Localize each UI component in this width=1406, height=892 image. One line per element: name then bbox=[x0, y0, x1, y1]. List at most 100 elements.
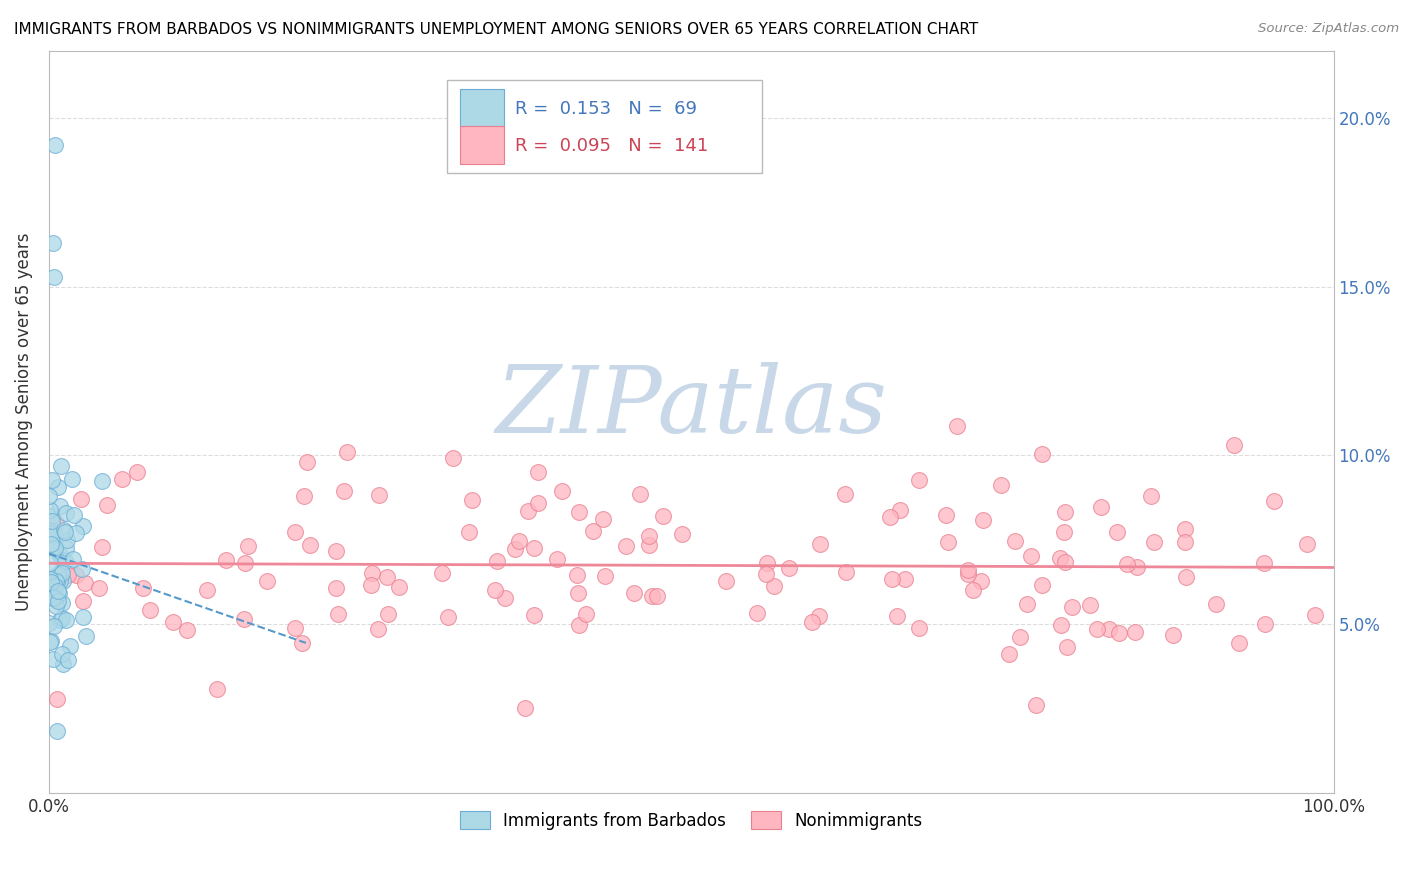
Point bbox=[49, 459, 72, 474]
Point bbox=[39, 634, 62, 648]
Point bbox=[46, 584, 69, 599]
Point bbox=[232, 612, 254, 626]
Point bbox=[508, 534, 530, 549]
Point bbox=[1053, 505, 1076, 519]
Point bbox=[461, 492, 484, 507]
Point bbox=[42, 591, 65, 605]
Point bbox=[527, 496, 550, 510]
Point bbox=[38, 615, 60, 630]
Point bbox=[1174, 570, 1197, 584]
Point bbox=[652, 508, 675, 523]
Point bbox=[62, 552, 84, 566]
Text: ZIPatlas: ZIPatlas bbox=[495, 362, 887, 452]
Point bbox=[284, 525, 307, 540]
Point bbox=[292, 489, 315, 503]
Point bbox=[42, 269, 65, 284]
Point bbox=[44, 541, 66, 555]
Point bbox=[65, 526, 87, 541]
Point bbox=[935, 508, 957, 522]
Point bbox=[39, 525, 62, 540]
Point bbox=[430, 566, 453, 580]
Point bbox=[458, 525, 481, 540]
Point bbox=[176, 623, 198, 637]
Point bbox=[41, 515, 63, 529]
Point bbox=[889, 503, 911, 517]
Y-axis label: Unemployment Among Seniors over 65 years: Unemployment Among Seniors over 65 years bbox=[15, 233, 32, 611]
Point bbox=[997, 647, 1019, 661]
Point bbox=[671, 526, 693, 541]
Point bbox=[41, 509, 63, 524]
Point bbox=[1253, 556, 1275, 570]
Point bbox=[65, 568, 87, 582]
Point bbox=[1263, 493, 1285, 508]
Point bbox=[328, 607, 350, 622]
Point bbox=[1031, 577, 1053, 591]
Point bbox=[110, 472, 132, 486]
Point bbox=[1174, 535, 1197, 549]
Point bbox=[60, 472, 83, 486]
Point bbox=[377, 607, 399, 621]
Point bbox=[970, 574, 993, 588]
Point bbox=[1098, 622, 1121, 636]
Point bbox=[49, 499, 72, 513]
Point bbox=[48, 548, 70, 562]
Point bbox=[46, 567, 69, 582]
Point bbox=[551, 484, 574, 499]
Point bbox=[367, 488, 389, 502]
Point bbox=[484, 583, 506, 598]
Point bbox=[52, 657, 75, 671]
Point bbox=[375, 570, 398, 584]
Point bbox=[51, 596, 73, 610]
Point bbox=[52, 574, 75, 589]
Point bbox=[39, 537, 62, 551]
Point bbox=[46, 593, 69, 607]
Point bbox=[51, 647, 73, 661]
Point bbox=[51, 566, 73, 580]
Point bbox=[42, 235, 65, 250]
Point bbox=[55, 506, 77, 520]
Point bbox=[48, 585, 70, 599]
Point bbox=[233, 556, 256, 570]
Point bbox=[575, 607, 598, 622]
Point bbox=[44, 138, 66, 153]
Point bbox=[437, 610, 460, 624]
Point bbox=[87, 581, 110, 595]
Point bbox=[1296, 537, 1319, 551]
Point bbox=[1143, 534, 1166, 549]
Point bbox=[205, 681, 228, 696]
Point bbox=[49, 574, 72, 588]
Point bbox=[1205, 597, 1227, 611]
Point bbox=[1078, 599, 1101, 613]
Point bbox=[236, 539, 259, 553]
Point bbox=[503, 541, 526, 556]
Point bbox=[138, 603, 160, 617]
Point bbox=[755, 567, 778, 582]
Point bbox=[623, 586, 645, 600]
Point bbox=[1303, 607, 1326, 622]
Point bbox=[91, 541, 114, 555]
Point bbox=[582, 524, 605, 538]
Point bbox=[1062, 600, 1084, 615]
Point bbox=[55, 613, 77, 627]
Point bbox=[45, 691, 67, 706]
Point bbox=[808, 536, 831, 550]
Point bbox=[45, 575, 67, 590]
Point bbox=[59, 639, 82, 653]
Point bbox=[72, 562, 94, 576]
Point bbox=[45, 591, 67, 606]
Point bbox=[55, 524, 77, 539]
Point bbox=[800, 615, 823, 630]
Point bbox=[523, 541, 546, 555]
Point bbox=[1227, 636, 1250, 650]
Point bbox=[72, 610, 94, 624]
Point bbox=[714, 574, 737, 588]
Point bbox=[546, 551, 568, 566]
Point bbox=[567, 585, 589, 599]
Point bbox=[55, 541, 77, 555]
Point bbox=[1056, 640, 1078, 655]
Point bbox=[336, 445, 359, 459]
Point bbox=[880, 572, 903, 586]
Point bbox=[628, 487, 651, 501]
Point bbox=[53, 553, 76, 567]
Point bbox=[51, 611, 73, 625]
